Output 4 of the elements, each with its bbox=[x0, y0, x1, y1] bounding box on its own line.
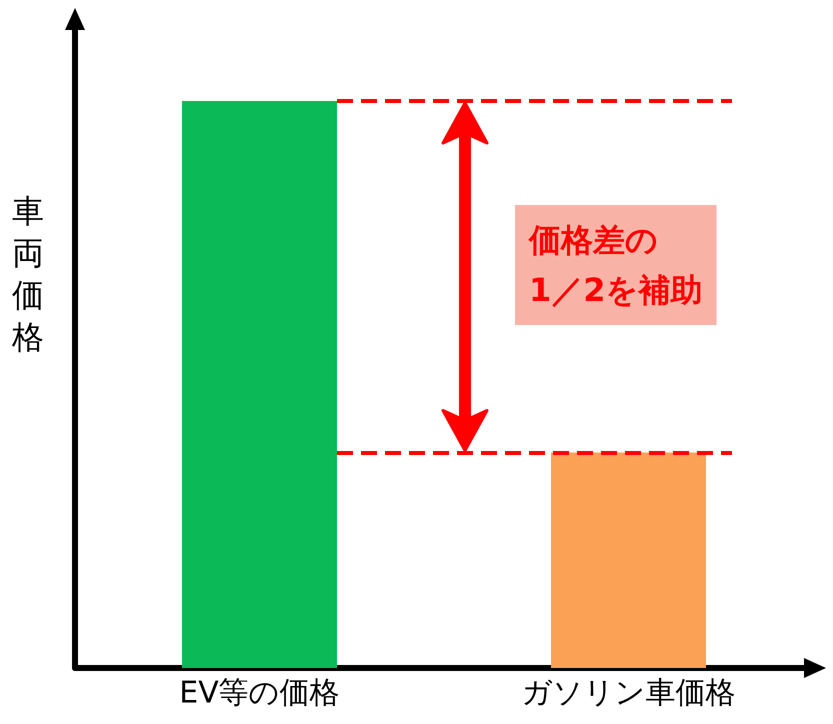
annotation: 価格差の 1／2を補助 bbox=[528, 221, 703, 309]
x-tick-label: EV等の価格 bbox=[179, 676, 340, 710]
x-tick-label: ガソリン車価格 bbox=[522, 676, 736, 710]
y-axis-title: 車両価格 bbox=[11, 192, 44, 356]
